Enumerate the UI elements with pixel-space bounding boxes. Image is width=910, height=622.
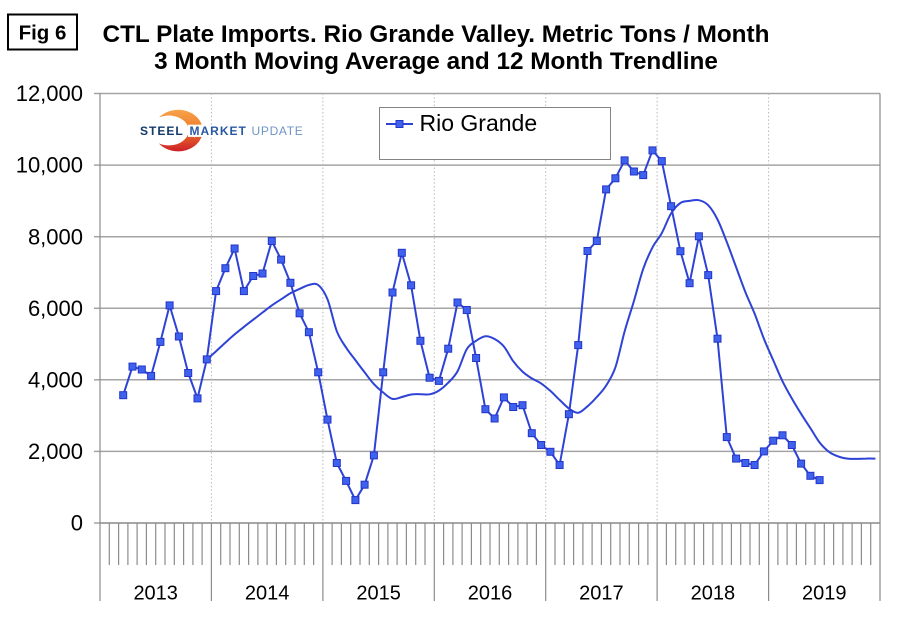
svg-text:Rio Grande: Rio Grande xyxy=(420,110,538,136)
svg-text:2019: 2019 xyxy=(802,583,847,605)
svg-text:2015: 2015 xyxy=(356,583,401,605)
svg-text:2,000: 2,000 xyxy=(28,439,83,464)
svg-text:3 Month Moving Average and 12: 3 Month Moving Average and 12 Month Tren… xyxy=(154,48,718,75)
svg-text:CTL Plate Imports. Rio Grande: CTL Plate Imports. Rio Grande Valley. Me… xyxy=(103,21,770,48)
svg-text:STEEL: STEEL xyxy=(140,124,184,138)
svg-text:2017: 2017 xyxy=(579,583,624,605)
svg-text:MARKET: MARKET xyxy=(190,124,247,138)
svg-text:2016: 2016 xyxy=(468,583,513,605)
svg-text:12,000: 12,000 xyxy=(16,81,83,106)
svg-text:0: 0 xyxy=(71,511,83,536)
svg-text:2014: 2014 xyxy=(245,583,290,605)
svg-text:2013: 2013 xyxy=(133,583,178,605)
svg-text:6,000: 6,000 xyxy=(28,296,83,321)
svg-text:4,000: 4,000 xyxy=(28,367,83,392)
svg-text:Fig 6: Fig 6 xyxy=(19,22,67,45)
svg-text:10,000: 10,000 xyxy=(16,153,83,178)
svg-text:UPDATE: UPDATE xyxy=(252,124,304,138)
svg-text:8,000: 8,000 xyxy=(28,224,83,249)
svg-text:2018: 2018 xyxy=(691,583,736,605)
